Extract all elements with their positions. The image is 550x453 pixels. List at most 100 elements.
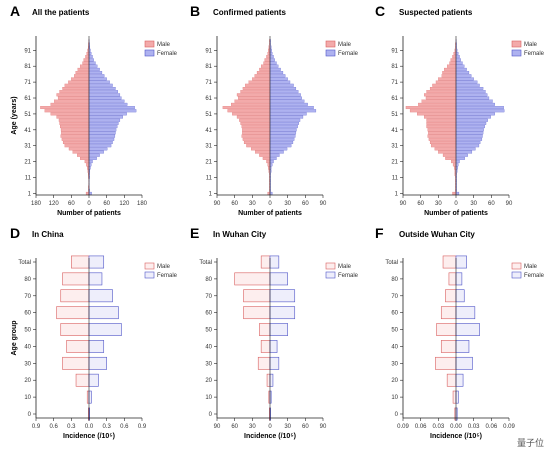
panel-title: In China: [32, 230, 64, 239]
bar-male: [442, 71, 457, 75]
bar-female: [269, 323, 288, 336]
bar-male: [80, 156, 90, 160]
x-axis-label: Incidence (/10⁵): [244, 433, 296, 440]
bar-male: [426, 125, 457, 129]
y-tick-label: 40: [391, 344, 398, 350]
y-tick-label: 41: [391, 128, 398, 134]
legend-label-male: Male: [524, 264, 538, 270]
bar-male: [238, 96, 271, 100]
bar-female: [455, 86, 484, 90]
bar-female: [269, 191, 273, 195]
bar-female: [455, 112, 495, 116]
bar-female: [269, 272, 288, 286]
bar-male: [242, 86, 271, 90]
x-tick-label: 0.06: [485, 424, 497, 430]
x-tick-label: 0.03: [468, 424, 480, 430]
bar-male: [56, 93, 90, 97]
bar-male: [60, 323, 90, 336]
bar-male: [432, 83, 457, 87]
panel-title: Confirmed patients: [213, 8, 286, 17]
y-tick-label: 61: [24, 96, 31, 102]
bar-male: [440, 306, 457, 320]
x-tick-label: 30: [435, 201, 442, 207]
bar-female: [455, 99, 493, 103]
bar-male: [59, 90, 90, 94]
bar-female: [269, 93, 301, 97]
legend-swatch-female: [325, 49, 336, 57]
bar-female: [455, 106, 504, 110]
x-tick-label: 90: [320, 201, 327, 207]
bar-male: [427, 128, 457, 132]
x-tick-label: 60: [68, 201, 75, 207]
bar-female: [269, 147, 288, 151]
bar-female: [455, 134, 483, 138]
x-tick-label: 0.6: [120, 424, 129, 430]
y-tick-label: 40: [205, 344, 212, 350]
bar-male: [251, 147, 271, 151]
bar-male: [267, 163, 271, 167]
bar-female: [88, 390, 92, 404]
bar-male: [60, 134, 90, 138]
bar-male: [266, 55, 271, 59]
legend-label-female: Female: [338, 51, 359, 57]
y-tick-label: Total: [385, 260, 398, 266]
bar-male: [417, 112, 457, 116]
bar-male: [452, 191, 457, 195]
bar-female: [455, 64, 465, 68]
bar-male: [85, 55, 90, 59]
bar-male: [54, 99, 90, 103]
bar-female: [455, 147, 476, 151]
y-tick-label: 21: [205, 160, 212, 166]
bar-male: [267, 52, 271, 55]
y-tick-label: Total: [199, 260, 212, 266]
bar-male: [438, 150, 457, 154]
bar-male: [44, 109, 90, 113]
bar-female: [455, 102, 495, 106]
y-tick-label: 31: [391, 144, 398, 150]
panel-title: All the patients: [32, 8, 90, 17]
bar-male: [428, 137, 457, 141]
bar-male: [61, 131, 90, 135]
y-tick-label: 51: [391, 112, 398, 118]
bar-male: [442, 153, 457, 157]
bar-male: [260, 255, 271, 269]
bar-male: [450, 58, 457, 62]
bar-female: [455, 289, 465, 303]
bar-male: [445, 156, 457, 160]
bar-female: [269, 102, 308, 106]
y-tick-label: 60: [205, 311, 212, 317]
bar-male: [243, 141, 271, 145]
bar-male: [266, 160, 271, 164]
bar-female: [455, 125, 485, 129]
bar-male: [259, 153, 271, 157]
bar-female: [269, 80, 291, 84]
bar-male: [86, 52, 90, 55]
bar-male: [236, 93, 271, 97]
x-tick-label: 0.0: [85, 424, 94, 430]
bar-male: [245, 83, 271, 87]
bar-male: [259, 323, 271, 336]
bar-male: [64, 83, 90, 87]
y-axis-label: Age group: [11, 321, 18, 356]
bar-male: [68, 80, 90, 84]
panel-letter: F: [375, 225, 384, 241]
bar-female: [269, 340, 278, 353]
bar-male: [242, 137, 271, 141]
x-tick-label: 60: [302, 201, 309, 207]
x-tick-label: 30: [284, 424, 291, 430]
x-tick-label: 0.6: [49, 424, 58, 430]
bar-female: [455, 373, 464, 387]
bar-male: [231, 102, 271, 106]
x-tick-label: 0: [268, 424, 272, 430]
bar-male: [57, 96, 90, 100]
x-tick-label: 30: [284, 201, 291, 207]
bar-female: [455, 160, 460, 164]
bar-female: [88, 83, 113, 87]
legend-swatch-female: [325, 271, 336, 279]
y-tick-label: 31: [24, 144, 31, 150]
y-tick-label: 1: [209, 191, 213, 197]
bar-female: [269, 67, 281, 71]
bar-male: [242, 131, 271, 135]
legend-swatch-male: [511, 262, 522, 270]
bar-female: [88, 74, 105, 78]
